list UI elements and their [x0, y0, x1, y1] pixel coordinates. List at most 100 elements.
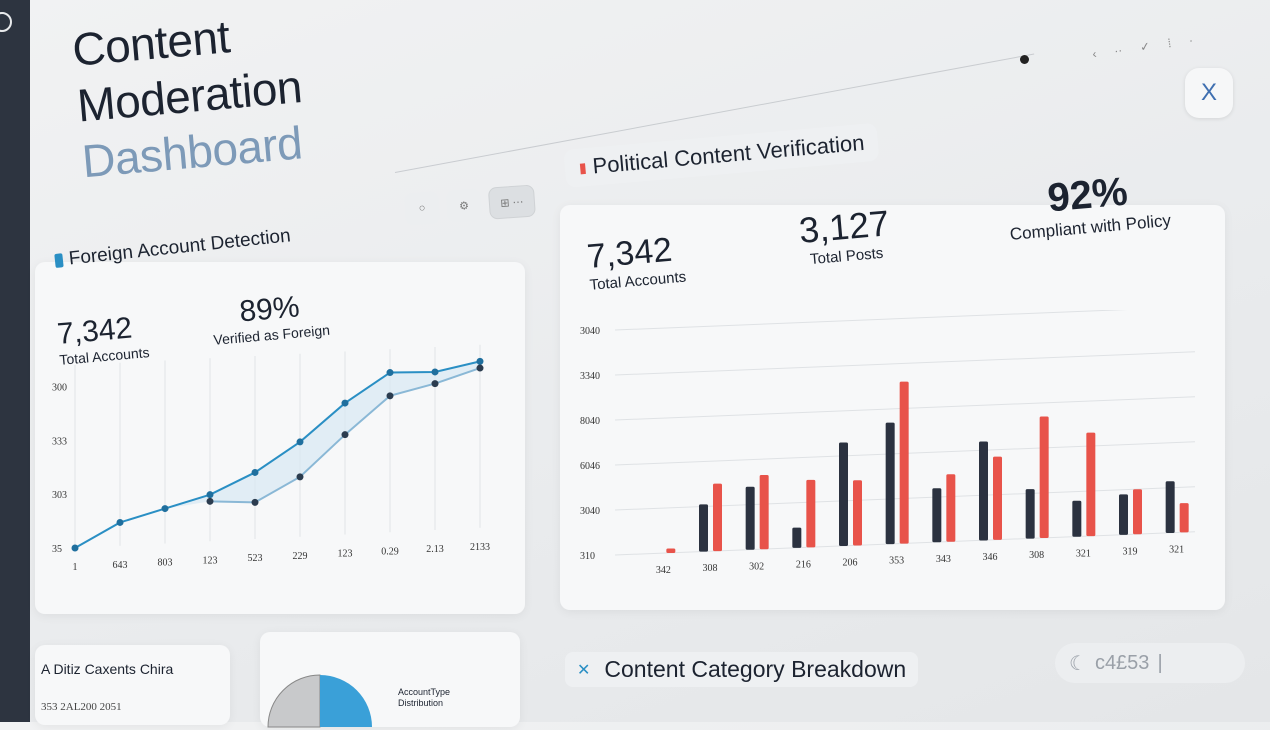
bar	[932, 488, 942, 543]
bar	[1025, 489, 1035, 539]
data-point	[386, 369, 394, 377]
more-icon[interactable]: ··	[1113, 42, 1124, 58]
x-tick-label: 308	[703, 563, 718, 574]
data-point	[476, 357, 484, 365]
y-tick-label: 3040	[580, 326, 600, 337]
slider-handle[interactable]	[1020, 55, 1029, 64]
pie-label: AccountType Distribution	[398, 687, 450, 709]
bar	[899, 381, 909, 544]
card-values: 353 2AL200 2051	[41, 701, 122, 713]
y-tick-label: 8040	[580, 416, 600, 427]
x-icon[interactable]: ✕	[577, 661, 591, 679]
bar	[885, 422, 895, 545]
data-point	[341, 431, 349, 439]
card-title: A Ditiz Caxents Chira	[41, 661, 174, 677]
y-tick-label: 303	[52, 490, 67, 501]
check-icon[interactable]: ✓	[1139, 39, 1151, 55]
x-tick-label: 342	[656, 565, 671, 576]
bar	[1039, 416, 1049, 539]
x-tick-label: 2.13	[426, 544, 444, 555]
bar	[1133, 489, 1142, 535]
x-tick-label: 321	[1169, 545, 1184, 556]
y-tick-label: 300	[52, 383, 67, 394]
x-tick-label: 216	[796, 559, 811, 570]
page-title: Content Moderation Dashboard	[70, 2, 309, 189]
data-point	[161, 505, 169, 513]
bar	[699, 504, 708, 552]
data-point	[431, 380, 439, 388]
toolbar: ○ ⚙ ⊞ ⋯	[404, 184, 536, 226]
area-fill	[75, 361, 480, 548]
top-icons: ‹ ·· ✓ ⁞ ·	[1092, 33, 1194, 61]
menu-icon[interactable]: ⁞	[1166, 36, 1173, 51]
data-point	[206, 491, 214, 499]
pill-text: c4£53	[1094, 651, 1150, 674]
data-point	[341, 399, 349, 407]
pie-slice	[267, 674, 321, 728]
data-point	[296, 473, 304, 481]
data-point	[71, 544, 79, 552]
x-icon: X	[1200, 79, 1217, 106]
settings-button[interactable]: ⚙	[445, 188, 483, 223]
political-bar-chart: 310 3040 6046 8040 3340 3040 342 308 302 216 206 35…	[580, 310, 1196, 576]
x-tick-label: 2133	[470, 542, 490, 553]
refresh-button[interactable]: ○	[404, 191, 441, 226]
y-tick-label: 35	[52, 544, 62, 555]
x-tick-label: 321	[1076, 548, 1091, 559]
grid-line	[614, 351, 1196, 376]
pill-separator: |	[1157, 651, 1163, 674]
bar	[745, 486, 755, 550]
y-tick-label: 333	[52, 436, 67, 447]
category-breakdown-header: ✕ Content Category Breakdown	[565, 652, 919, 687]
card-title: Political Content Verification	[591, 129, 866, 179]
x-tick-label: 302	[749, 561, 764, 572]
x-tick-label: 803	[158, 558, 173, 569]
bar	[946, 474, 956, 542]
bar	[839, 442, 848, 547]
bar	[759, 474, 769, 550]
moon-icon: ☾	[1069, 652, 1087, 675]
clock-icon[interactable]	[0, 12, 12, 32]
data-point	[206, 497, 214, 505]
total-posts-stat: 3,127 Total Posts	[797, 202, 892, 269]
data-point	[251, 498, 259, 506]
data-point	[296, 438, 304, 446]
filter-pill[interactable]: ☾ c4£53 |	[1055, 643, 1245, 683]
grid-line	[614, 310, 1128, 331]
y-tick-label: 3040	[580, 506, 600, 517]
bar	[806, 479, 816, 548]
x-tick-label: 123	[203, 555, 218, 566]
card-title: Content Category Breakdown	[604, 656, 907, 682]
y-tick-label: 310	[580, 551, 595, 562]
info-icon	[54, 253, 64, 268]
total-accounts-stat: 7,342 Total Accounts	[586, 230, 687, 294]
dot-icon[interactable]: ·	[1187, 33, 1194, 48]
bar	[713, 483, 722, 552]
bar	[979, 441, 988, 541]
x-tick-label: 123	[338, 549, 353, 560]
x-tick-label: 523	[248, 553, 263, 564]
x-tick-label: 346	[983, 552, 998, 563]
x-tick-label: 308	[1029, 550, 1044, 561]
menu-button[interactable]: ⊞ ⋯	[487, 184, 536, 220]
flag-icon: ▮	[578, 158, 588, 176]
bar	[853, 480, 862, 546]
x-badge-button[interactable]: X	[1185, 68, 1233, 118]
sidebar-strip	[0, 0, 30, 722]
y-tick-label: 3340	[580, 371, 600, 382]
verified-foreign-stat: 89% Verified as Foreign	[210, 288, 331, 348]
bar	[1072, 500, 1082, 537]
back-icon[interactable]: ‹	[1091, 46, 1098, 61]
x-tick-label: 1	[73, 562, 78, 573]
bar	[1165, 481, 1175, 533]
x-tick-label: 353	[889, 556, 904, 567]
bar	[792, 527, 802, 548]
x-tick-label: 0.29	[381, 546, 399, 557]
x-tick-label: 206	[843, 558, 858, 569]
series-line	[74, 360, 481, 549]
accounts-country-card: A Ditiz Caxents Chira 353 2AL200 2051	[35, 645, 230, 725]
data-point	[386, 392, 394, 400]
x-tick-label: 319	[1123, 546, 1138, 557]
bar	[1179, 503, 1189, 533]
account-type-card: AccountType Distribution	[260, 632, 520, 728]
